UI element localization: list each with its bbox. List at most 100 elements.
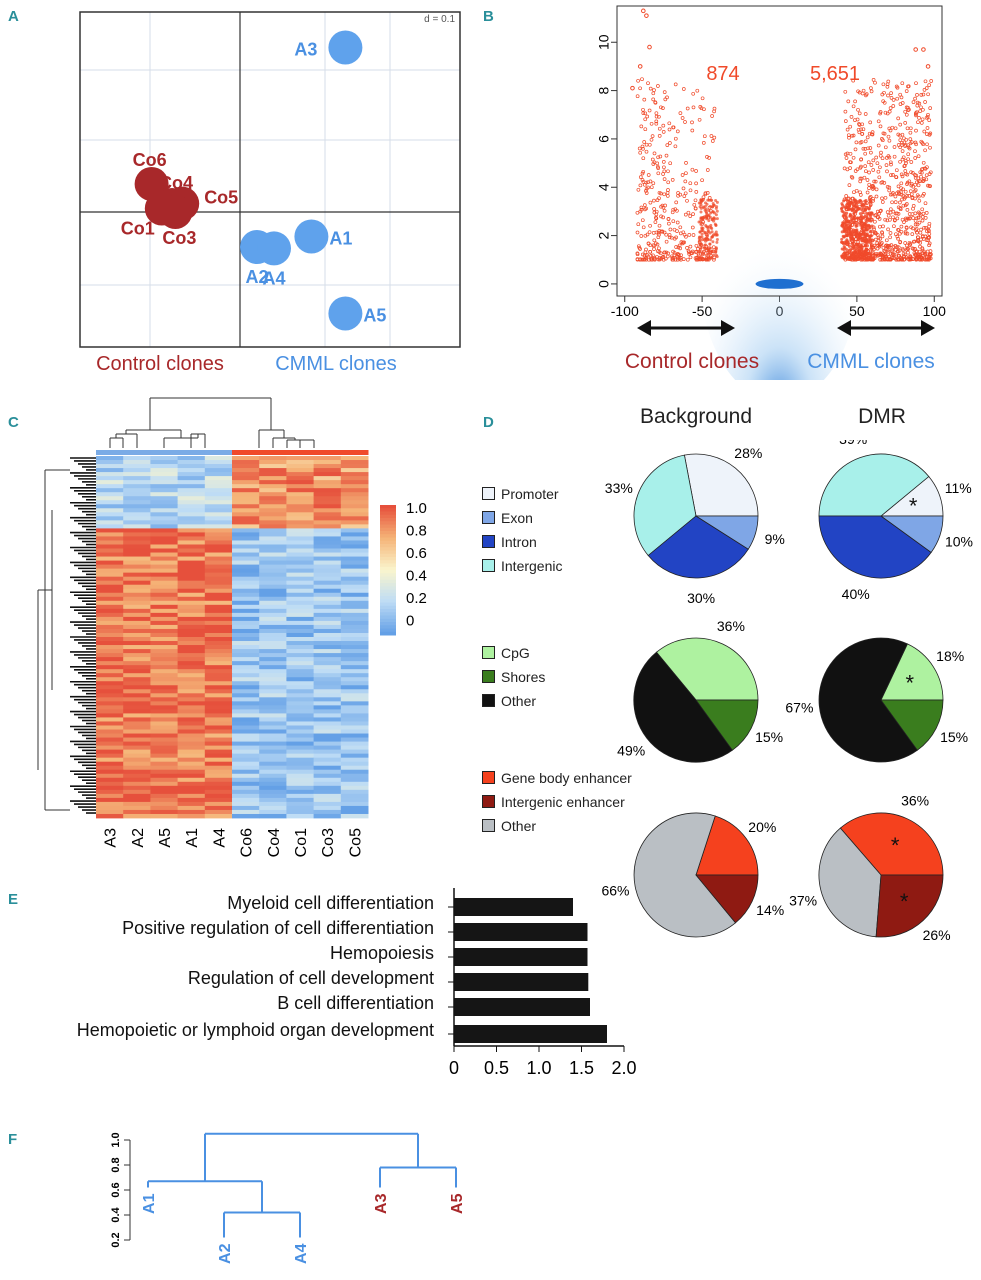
- volcano-point-left: [714, 250, 718, 254]
- pie-significance-star: *: [906, 671, 915, 696]
- dendro-leaf-label: A3: [373, 1193, 390, 1214]
- heatmap-cell: [232, 709, 260, 714]
- volcano-point-right: [850, 217, 854, 221]
- heatmap-cell: [286, 665, 315, 670]
- volcano-point-left: [662, 177, 667, 181]
- legend-gradient-step: [380, 583, 396, 587]
- volcano-point-right: [871, 250, 875, 255]
- volcano-xtick-label: 100: [923, 303, 947, 319]
- volcano-point-right: [922, 129, 927, 134]
- heatmap-cell: [150, 540, 179, 545]
- legend-gradient-step: [380, 547, 396, 551]
- volcano-point-left: [673, 82, 678, 87]
- heatmap-cell: [177, 492, 206, 497]
- volcano-point-left: [657, 126, 662, 131]
- heatmap-cell: [286, 604, 315, 610]
- heatmap-cell: [286, 649, 315, 654]
- heatmap-cell: [96, 805, 124, 811]
- volcano-point-right: [860, 255, 864, 259]
- pie-legend-item: Other: [482, 818, 536, 834]
- volcano-point-right: [865, 248, 869, 252]
- heatmap-cell: [340, 616, 369, 622]
- volcano-point-right: [875, 241, 880, 245]
- heatmap-cell: [204, 560, 233, 565]
- go-bar: [454, 973, 589, 991]
- volcano-point-right: [910, 140, 914, 145]
- volcano-point-right: [888, 235, 892, 240]
- volcano-point-right: [842, 245, 846, 249]
- volcano-point-right: [909, 181, 914, 186]
- pie-legend-swatch: [482, 559, 495, 572]
- volcano-point-left: [702, 107, 706, 112]
- heatmap-cell: [96, 653, 124, 658]
- heatmap-column-label: Co5: [347, 828, 364, 857]
- heatmap-cell: [232, 552, 260, 557]
- volcano-point-left: [640, 77, 644, 82]
- volcano-point-left: [668, 141, 672, 145]
- heatmap-cell: [259, 548, 287, 553]
- heatmap-cell: [340, 809, 369, 815]
- volcano-point-right: [864, 92, 869, 96]
- volcano-point-right: [848, 248, 852, 252]
- volcano-point-left: [654, 119, 659, 124]
- volcano-point-right: [898, 145, 903, 150]
- volcano-point-left: [646, 81, 650, 86]
- volcano-point-left: [638, 175, 643, 179]
- volcano-point-right: [885, 210, 890, 214]
- heatmap-cell: [204, 749, 233, 755]
- group-strip-cell: [259, 450, 287, 455]
- heatmap-cell: [123, 737, 151, 742]
- heatmap-cell: [150, 753, 179, 759]
- volcano-point-right: [840, 240, 844, 244]
- heatmap-cell: [232, 737, 260, 742]
- heatmap-cell: [313, 496, 342, 501]
- heatmap-cell: [96, 600, 124, 606]
- volcano-point-left: [703, 237, 706, 241]
- volcano-point-left: [706, 227, 710, 231]
- volcano-point-left: [672, 236, 677, 241]
- heatmap-cell: [123, 793, 151, 799]
- group-strip-cell: [286, 450, 315, 455]
- heatmap-cell: [123, 608, 151, 614]
- heatmap-cell: [204, 624, 233, 630]
- volcano-point-left: [705, 217, 709, 221]
- heatmap-cell: [123, 745, 151, 751]
- heatmap-column-label: A1: [184, 828, 201, 848]
- pca-point-a5: [328, 296, 363, 331]
- volcano-point-right: [856, 243, 860, 247]
- heatmap-cell: [150, 681, 179, 686]
- heatmap-cell: [259, 649, 287, 654]
- heatmap-cell: [286, 813, 315, 819]
- volcano-point-right: [885, 111, 890, 116]
- heatmap-cell: [340, 468, 369, 473]
- volcano-point-right: [922, 192, 926, 196]
- volcano-point-right: [874, 212, 878, 217]
- volcano-point-right: [843, 241, 847, 245]
- volcano-point-right: [921, 251, 925, 255]
- volcano-point-left: [709, 134, 714, 138]
- volcano-point-right: [870, 130, 875, 134]
- legend-gradient-step: [380, 531, 396, 535]
- heatmap-cell: [232, 584, 260, 590]
- volcano-point-left: [685, 257, 690, 262]
- volcano-point-left: [644, 247, 648, 252]
- heatmap-cell: [204, 773, 233, 779]
- heatmap-cell: [340, 745, 369, 751]
- volcano-point-right: [861, 233, 865, 237]
- heatmap-cell: [204, 793, 233, 799]
- heatmap-cell: [313, 588, 342, 594]
- heatmap-cell: [96, 741, 124, 746]
- heatmap-cell: [340, 721, 369, 726]
- volcano-point-left: [661, 160, 666, 164]
- volcano-point-right: [851, 133, 856, 138]
- volcano-point-right: [922, 225, 926, 230]
- heatmap-cell: [259, 568, 287, 574]
- volcano-point-right: [868, 211, 872, 215]
- heatmap-cell: [150, 620, 179, 626]
- volcano-point-right: [865, 211, 869, 215]
- heatmap-cell: [232, 600, 260, 606]
- heatmap-cell: [204, 737, 233, 742]
- volcano-point-left: [652, 244, 656, 249]
- volcano-point-right: [868, 255, 872, 259]
- heatmap-cell: [177, 560, 206, 565]
